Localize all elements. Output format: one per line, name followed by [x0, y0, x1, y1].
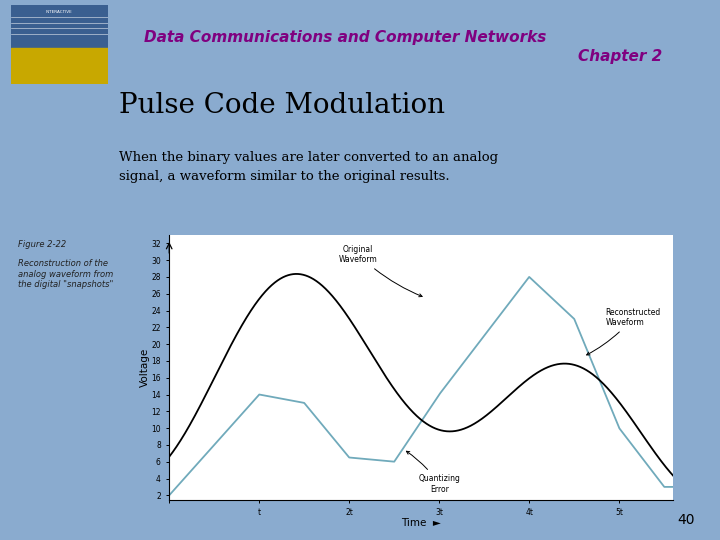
- Text: When the binary values are later converted to an analog
signal, a waveform simil: When the binary values are later convert…: [119, 151, 498, 183]
- Bar: [11, 5, 108, 49]
- X-axis label: Time  ►: Time ►: [401, 518, 441, 528]
- Text: Original
Waveform: Original Waveform: [339, 245, 422, 296]
- Text: 40: 40: [678, 512, 695, 526]
- Bar: [11, 49, 108, 84]
- Text: Quantizing
Error: Quantizing Error: [406, 451, 460, 494]
- Text: Reconstructed
Waveform: Reconstructed Waveform: [587, 308, 661, 355]
- Text: INTERACTIVE: INTERACTIVE: [46, 10, 73, 14]
- Text: Chapter 2: Chapter 2: [578, 49, 662, 64]
- Text: Pulse Code Modulation: Pulse Code Modulation: [119, 92, 445, 119]
- Text: Data Communications and Computer Networks: Data Communications and Computer Network…: [144, 30, 546, 45]
- Y-axis label: Voltage: Voltage: [140, 348, 150, 387]
- Text: Reconstruction of the
analog waveform from
the digital "snapshots": Reconstruction of the analog waveform fr…: [18, 259, 113, 289]
- Text: Figure 2-22: Figure 2-22: [18, 240, 66, 249]
